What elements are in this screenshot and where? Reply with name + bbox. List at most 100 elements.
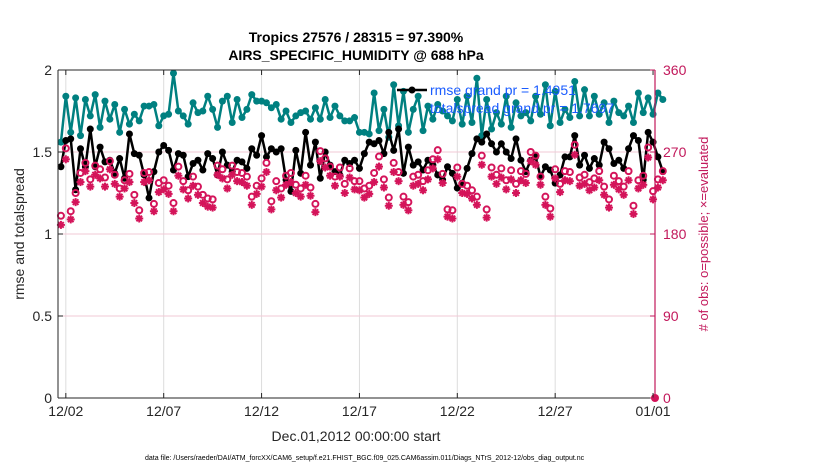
data-point-evaluated [179, 185, 188, 194]
asterisk-stroke [390, 168, 398, 176]
data-point-rmse [116, 155, 124, 163]
data-point-possible [526, 148, 535, 156]
chart-title-line1: Tropics 27576 / 28315 = 97.390% [249, 29, 464, 45]
asterisk-stroke [135, 215, 143, 223]
data-point-possible [81, 158, 90, 167]
data-point-evaluated [169, 207, 178, 216]
data-point-evaluated [110, 179, 119, 188]
asterisk-stroke [194, 191, 202, 199]
data-point-totalspread [448, 117, 456, 125]
data-point-evaluated [61, 155, 70, 164]
asterisk-stroke [404, 206, 412, 214]
asterisk-stroke [189, 182, 197, 190]
data-point-rmse [629, 132, 637, 140]
asterisk-stroke [243, 182, 251, 190]
data-point-evaluated [629, 209, 638, 218]
data-point-evaluated [384, 201, 393, 210]
ticks: 12/02 12/07 12/12 12/17 12/22 12/27 01/0100.51… [33, 62, 687, 419]
data-point-rmse [67, 135, 75, 143]
data-point-totalspread [262, 99, 270, 107]
asterisk-stroke [512, 189, 520, 197]
data-point-evaluated [208, 203, 217, 212]
data-point-rmse [86, 125, 94, 133]
data-point-possible [228, 161, 237, 170]
asterisk-stroke [262, 168, 270, 176]
legend-rmse-marker [408, 86, 416, 94]
x-axis-label: Dec.01,2012 00:00:00 start [272, 428, 441, 444]
data-point-totalspread [590, 92, 598, 100]
data-point-totalspread [458, 120, 466, 128]
data-point-evaluated [609, 180, 618, 189]
data-point-possible [512, 179, 521, 188]
asterisk-stroke [272, 186, 280, 194]
asterisk-stroke [380, 184, 388, 192]
data-point-totalspread [321, 96, 329, 104]
asterisk-stroke [439, 179, 447, 187]
data-point-possible [487, 163, 496, 172]
asterisk-stroke [522, 179, 530, 187]
data-point-possible [609, 171, 618, 180]
data-point-rmse [160, 141, 168, 149]
data-point-totalspread [536, 110, 544, 118]
data-point-evaluated [536, 180, 545, 189]
data-point-possible [125, 169, 134, 178]
data-point-evaluated [614, 185, 623, 194]
asterisk-stroke [625, 176, 633, 184]
data-point-evaluated [228, 170, 237, 179]
asterisk-stroke [654, 184, 662, 192]
data-point-evaluated [575, 181, 584, 190]
asterisk-stroke [399, 201, 407, 209]
series-line-rmse [59, 127, 665, 200]
data-point-totalspread [77, 132, 85, 140]
x-tick-label: 12/17 [342, 403, 377, 419]
data-point-rmse [644, 128, 652, 136]
asterisk-stroke [419, 186, 427, 194]
asterisk-stroke [571, 151, 579, 159]
asterisk-stroke [258, 183, 266, 191]
asterisk-stroke [556, 188, 564, 196]
asterisk-stroke [541, 201, 549, 209]
data-point-possible [541, 192, 550, 201]
data-point-totalspread [370, 89, 378, 97]
data-point-totalspread [355, 128, 363, 136]
data-point-evaluated [433, 155, 442, 164]
data-point-rmse [468, 150, 476, 158]
data-point-totalspread [218, 97, 226, 105]
asterisk-stroke [497, 174, 505, 182]
data-point-evaluated [86, 182, 95, 191]
data-point-totalspread [483, 96, 491, 104]
data-point-possible [379, 175, 388, 184]
asterisk-stroke [277, 194, 285, 202]
data-point-possible [149, 199, 158, 208]
data-point-totalspread [634, 89, 642, 97]
data-point-possible [335, 163, 344, 172]
data-point-possible [453, 163, 462, 172]
data-point-possible [91, 161, 100, 170]
asterisk-stroke [488, 173, 496, 181]
data-point-totalspread [238, 114, 246, 122]
asterisk-stroke [204, 203, 212, 211]
data-point-rmse [258, 132, 266, 140]
data-point-totalspread [585, 112, 593, 120]
asterisk-stroke [581, 180, 589, 188]
x-tick-label: 12/07 [146, 403, 181, 419]
data-point-evaluated [487, 172, 496, 181]
x-tick-label: 12/02 [48, 403, 83, 419]
data-point-possible [169, 199, 178, 208]
data-point-evaluated [482, 213, 491, 222]
data-point-totalspread [605, 118, 613, 126]
data-point-evaluated [521, 178, 530, 187]
data-point-possible [467, 186, 476, 195]
data-point-evaluated [541, 200, 550, 209]
asterisk-stroke [561, 176, 569, 184]
data-point-possible [580, 170, 589, 179]
data-point-evaluated [340, 189, 349, 197]
asterisk-stroke [483, 214, 491, 222]
data-point-totalspread [72, 94, 80, 102]
data-point-evaluated [370, 178, 379, 187]
data-point-rmse [571, 132, 579, 140]
data-point-rmse [292, 146, 300, 154]
asterisk-stroke [297, 193, 305, 201]
data-point-rmse [404, 143, 412, 151]
data-point-possible [565, 168, 574, 177]
